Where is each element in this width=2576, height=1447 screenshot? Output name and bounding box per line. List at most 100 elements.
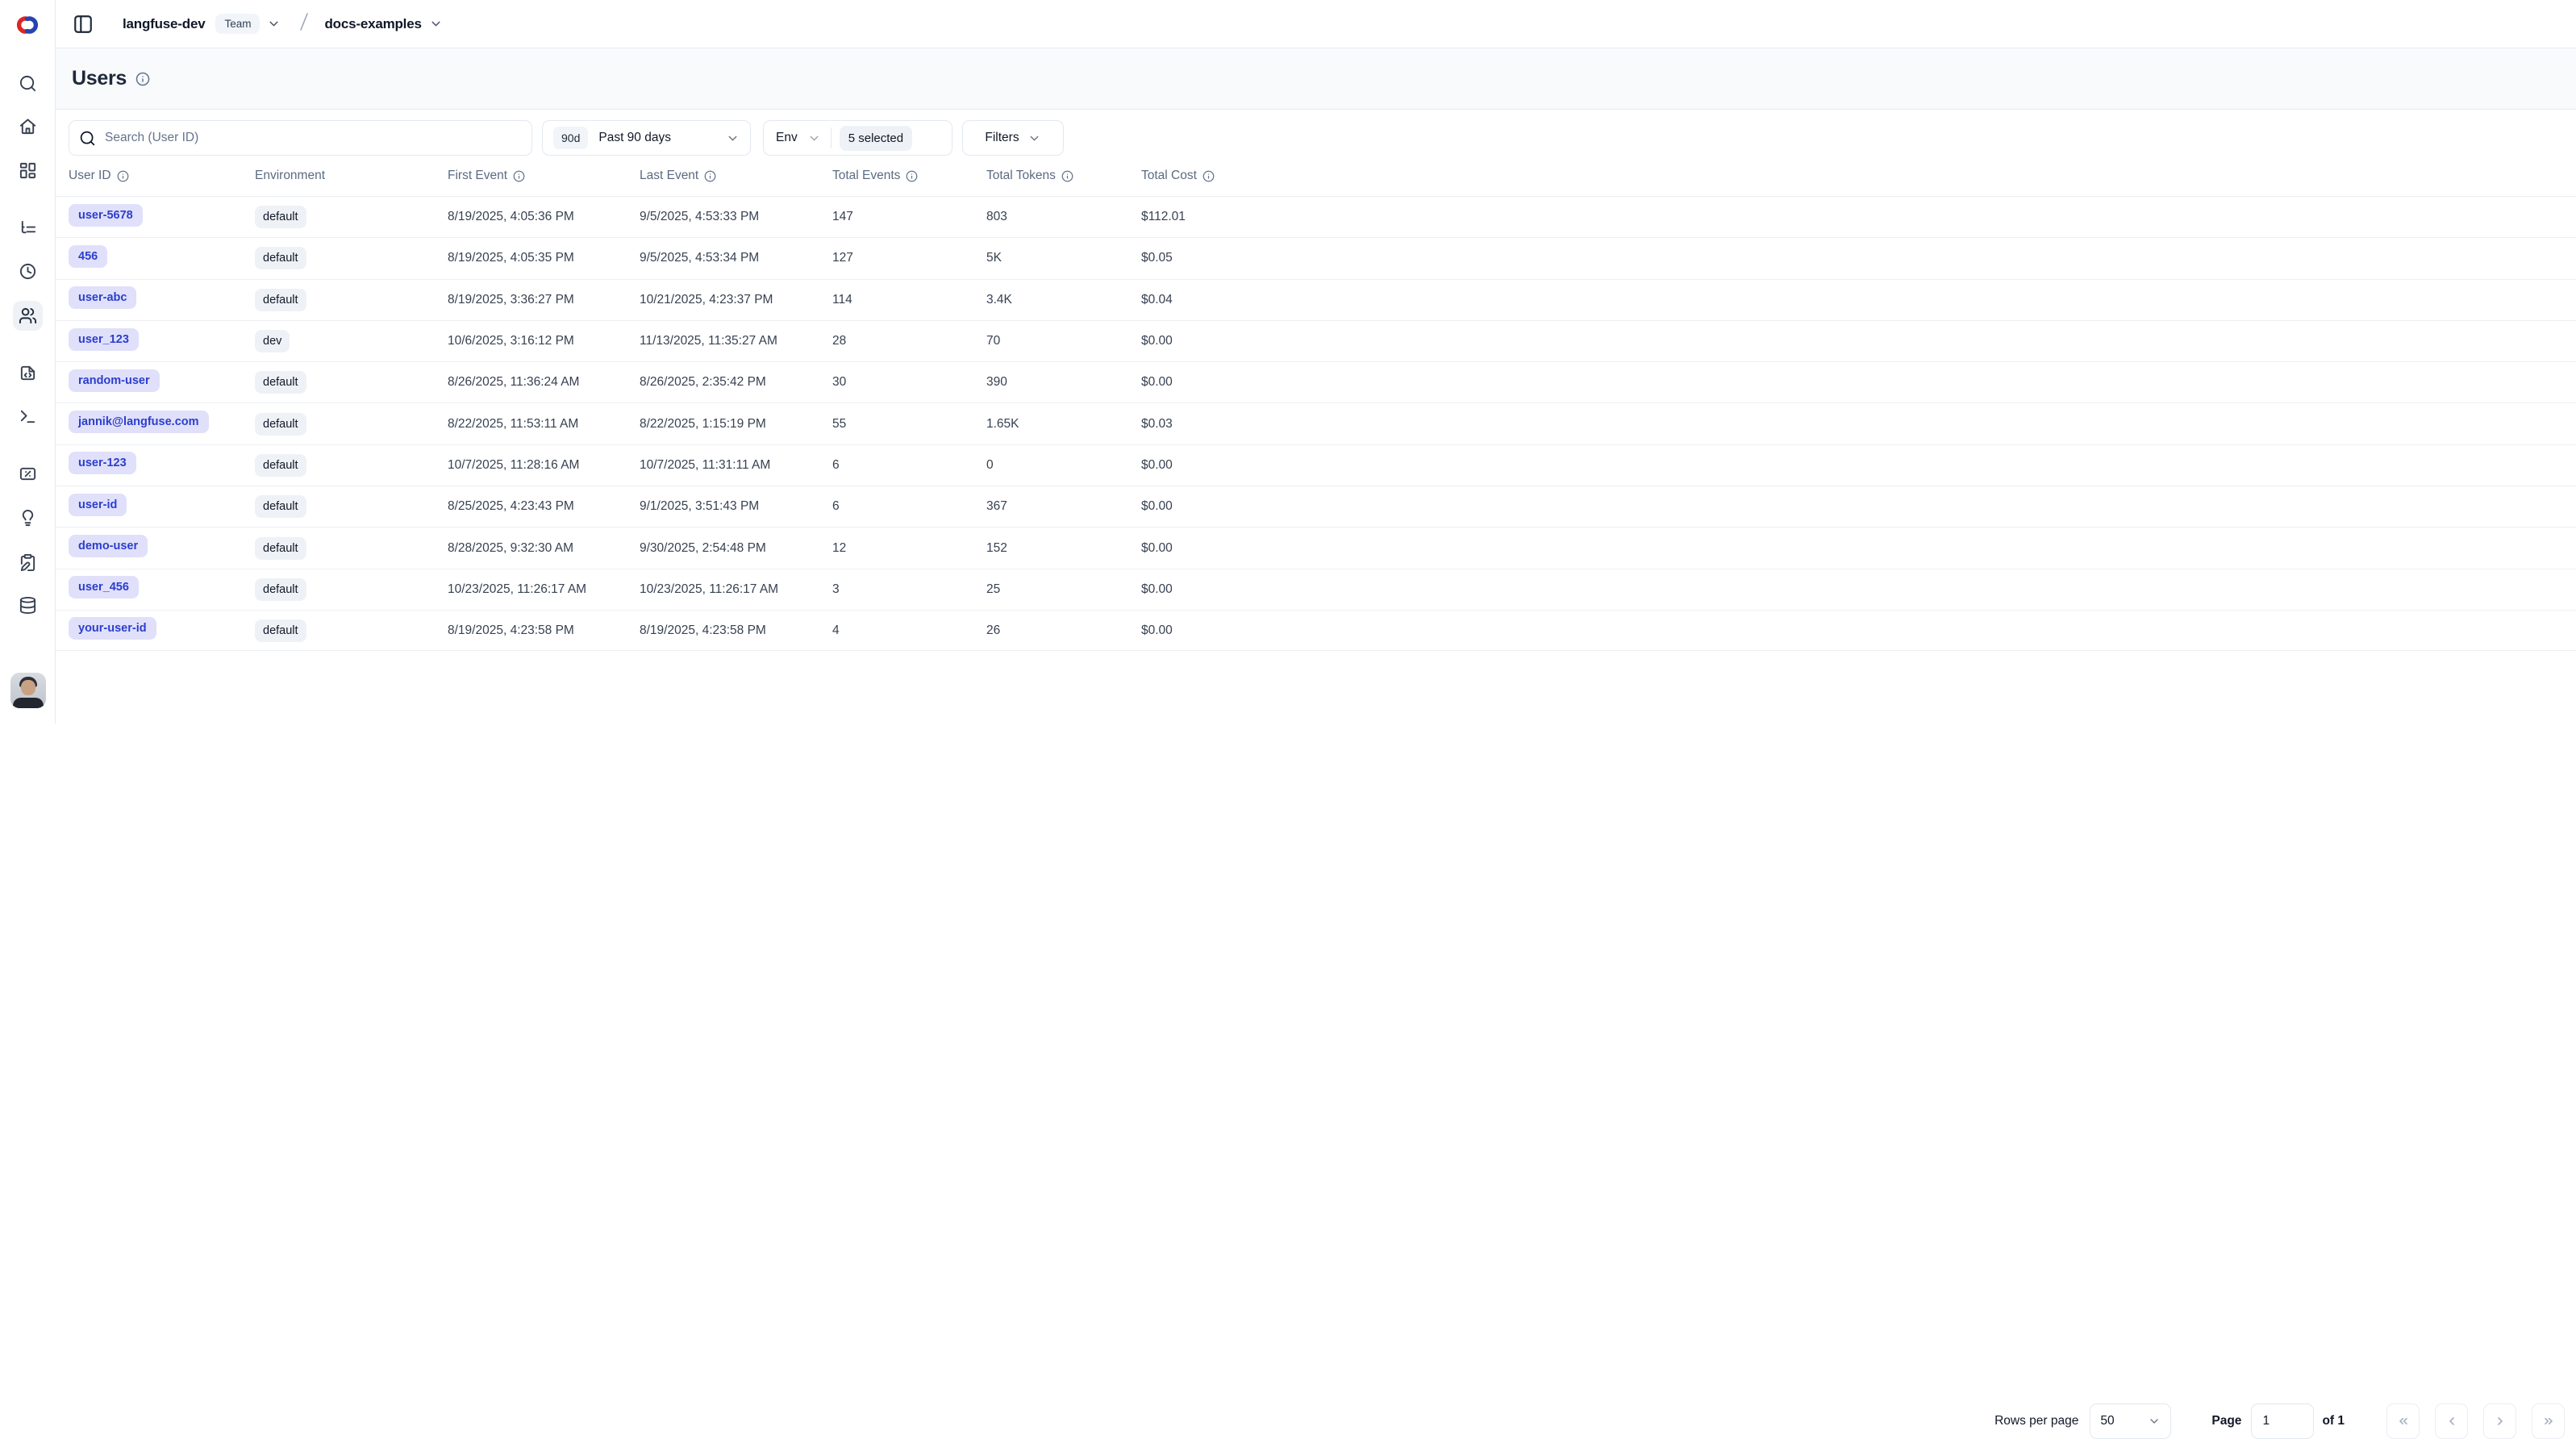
org-chevron-down-icon[interactable]	[267, 17, 281, 31]
column-header-total-cost[interactable]: Total Cost	[1141, 169, 2576, 183]
breadcrumb-separator	[297, 11, 311, 36]
first-page-button[interactable]	[2386, 1403, 2420, 1439]
column-header-total-events[interactable]: Total Events	[832, 169, 986, 183]
user-id-badge[interactable]: user-123	[69, 452, 136, 474]
langfuse-logo[interactable]	[15, 13, 40, 37]
table-row[interactable]: jannik@langfuse.com default 8/22/2025, 1…	[56, 402, 2576, 444]
user-id-badge[interactable]: user-abc	[69, 286, 136, 309]
environment-badge: default	[255, 537, 306, 560]
sidebar-item-evaluation[interactable]	[13, 459, 43, 489]
next-page-button[interactable]	[2483, 1403, 2516, 1439]
home-icon	[19, 117, 37, 136]
filters-chevron-down-icon	[1027, 131, 1041, 145]
top-bar: langfuse-dev Team docs-examples	[56, 0, 2576, 48]
table-row[interactable]: user-id default 8/25/2025, 4:23:43 PM 9/…	[56, 486, 2576, 527]
search-input[interactable]	[105, 131, 522, 145]
user-id-badge[interactable]: jannik@langfuse.com	[69, 411, 209, 433]
pagination-bar: Rows per page 50 Page of 1	[56, 1395, 2576, 1447]
page-number-input[interactable]	[2251, 1403, 2314, 1439]
main-content: 90d Past 90 days Env 5 selected Filters …	[56, 110, 2576, 1447]
table-row[interactable]: user_456 default 10/23/2025, 11:26:17 AM…	[56, 569, 2576, 610]
column-header-user-id[interactable]: User ID	[69, 169, 255, 183]
search-icon	[79, 130, 96, 147]
table-header-row: User ID Environment First Event Last Eve…	[56, 156, 2576, 196]
info-icon[interactable]	[704, 170, 716, 182]
user-id-badge[interactable]: user-5678	[69, 204, 143, 227]
breadcrumb-project[interactable]: docs-examples	[324, 16, 442, 32]
sidebar-item-playground[interactable]	[13, 402, 43, 432]
sidebar-toggle-button[interactable]	[73, 14, 94, 35]
first-event-cell: 8/19/2025, 4:05:36 PM	[448, 210, 640, 224]
total-cost-cell: $112.01	[1141, 210, 2576, 224]
info-icon[interactable]	[513, 170, 525, 182]
user-id-badge[interactable]: your-user-id	[69, 617, 156, 640]
tracing-tree-icon	[19, 219, 37, 237]
column-header-last-event[interactable]: Last Event	[640, 169, 832, 183]
sidebar-item-search[interactable]	[13, 69, 43, 98]
user-id-badge[interactable]: user-id	[69, 494, 127, 516]
environment-badge: default	[255, 578, 306, 601]
table-row[interactable]: user-123 default 10/7/2025, 11:28:16 AM …	[56, 444, 2576, 486]
environment-badge: default	[255, 206, 306, 228]
user-id-badge[interactable]: 456	[69, 245, 107, 268]
column-header-total-tokens[interactable]: Total Tokens	[986, 169, 1141, 183]
table-row[interactable]: random-user default 8/26/2025, 11:36:24 …	[56, 361, 2576, 402]
first-event-cell: 8/28/2025, 9:32:30 AM	[448, 541, 640, 556]
table-toolbar: 90d Past 90 days Env 5 selected Filters	[56, 110, 2576, 156]
info-icon[interactable]	[1203, 170, 1215, 182]
sidebar-item-prompts[interactable]	[13, 358, 43, 388]
table-row[interactable]: demo-user default 8/28/2025, 9:32:30 AM …	[56, 527, 2576, 568]
table-row[interactable]: user_123 dev 10/6/2025, 3:16:12 PM 11/13…	[56, 320, 2576, 361]
env-filter-button[interactable]: Env 5 selected	[763, 120, 952, 156]
info-icon[interactable]	[1061, 170, 1073, 182]
sidebar-item-insights[interactable]	[13, 503, 43, 533]
info-icon[interactable]	[117, 170, 129, 182]
table-row[interactable]: 456 default 8/19/2025, 4:05:35 PM 9/5/20…	[56, 237, 2576, 278]
user-id-badge[interactable]: user_123	[69, 328, 139, 351]
rows-per-page-value: 50	[2100, 1414, 2114, 1428]
column-header-environment[interactable]: Environment	[255, 169, 448, 183]
page-header: Users	[56, 48, 2576, 110]
rows-per-page-select[interactable]: 50	[2090, 1403, 2171, 1439]
sidebar-item-home[interactable]	[13, 111, 43, 141]
time-range-button[interactable]: 90d Past 90 days	[542, 120, 751, 156]
first-event-cell: 8/22/2025, 11:53:11 AM	[448, 417, 640, 432]
last-event-cell: 8/19/2025, 4:23:58 PM	[640, 623, 832, 638]
breadcrumb-org[interactable]: langfuse-dev Team	[123, 14, 281, 34]
sidebar	[0, 0, 56, 724]
user-id-badge[interactable]: user_456	[69, 576, 139, 598]
total-cost-cell: $0.05	[1141, 251, 2576, 265]
total-events-cell: 28	[832, 334, 986, 348]
sidebar-item-data[interactable]	[13, 590, 43, 620]
sidebar-item-dashboards[interactable]	[13, 156, 43, 186]
chevron-left-icon	[2445, 1415, 2458, 1428]
user-id-badge[interactable]: random-user	[69, 369, 160, 392]
total-events-cell: 6	[832, 499, 986, 514]
total-cost-cell: $0.03	[1141, 417, 2576, 432]
user-avatar[interactable]	[10, 673, 46, 708]
total-events-cell: 127	[832, 251, 986, 265]
previous-page-button[interactable]	[2435, 1403, 2468, 1439]
org-badge: Team	[215, 14, 260, 34]
last-page-button[interactable]	[2532, 1403, 2565, 1439]
total-cost-cell: $0.00	[1141, 623, 2576, 638]
sidebar-item-datasets[interactable]	[13, 548, 43, 578]
info-icon[interactable]	[906, 170, 918, 182]
search-box[interactable]	[69, 120, 532, 156]
table-row[interactable]: your-user-id default 8/19/2025, 4:23:58 …	[56, 610, 2576, 651]
first-event-cell: 8/25/2025, 4:23:43 PM	[448, 499, 640, 514]
page-title-info-icon[interactable]	[135, 72, 150, 86]
column-header-first-event[interactable]: First Event	[448, 169, 640, 183]
total-cost-cell: $0.00	[1141, 582, 2576, 597]
project-chevron-down-icon[interactable]	[429, 17, 443, 31]
database-icon	[19, 596, 37, 615]
filters-button[interactable]: Filters	[962, 120, 1064, 156]
sidebar-item-users[interactable]	[13, 301, 43, 331]
user-id-badge[interactable]: demo-user	[69, 535, 148, 557]
first-event-cell: 10/6/2025, 3:16:12 PM	[448, 334, 640, 348]
total-events-cell: 6	[832, 458, 986, 473]
table-row[interactable]: user-abc default 8/19/2025, 3:36:27 PM 1…	[56, 279, 2576, 320]
table-row[interactable]: user-5678 default 8/19/2025, 4:05:36 PM …	[56, 196, 2576, 237]
sidebar-item-tracing[interactable]	[13, 213, 43, 243]
sidebar-item-sessions[interactable]	[13, 256, 43, 286]
